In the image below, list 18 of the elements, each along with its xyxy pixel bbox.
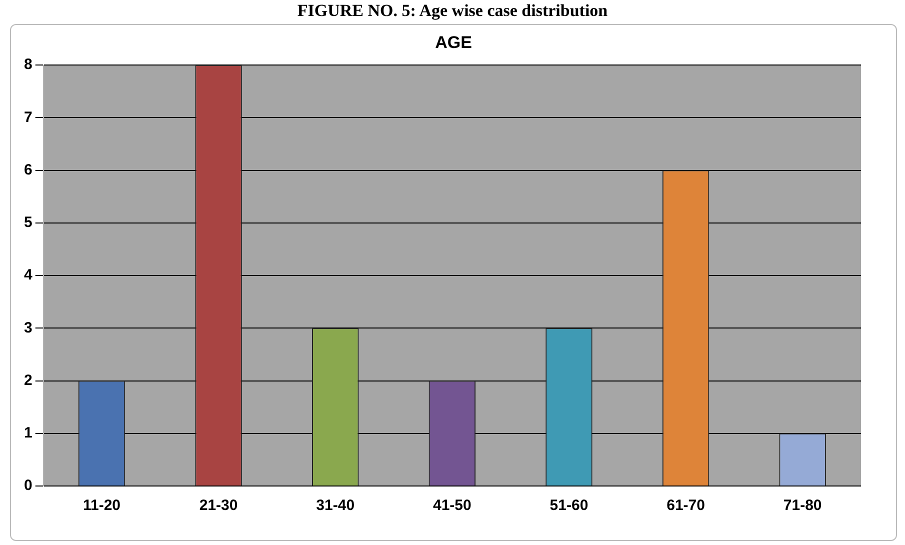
x-tick-label: 61-70 (666, 497, 705, 514)
x-tick-label: 31-40 (316, 497, 355, 514)
y-tick-label: 5 (24, 214, 32, 232)
x-tick-label: 41-50 (432, 497, 472, 514)
y-tick-label: 0 (24, 477, 32, 494)
y-tick-label: 7 (24, 108, 32, 126)
y-tick-label: 8 (24, 56, 32, 74)
y-tick-label: 1 (24, 424, 32, 442)
y-tick-label: 3 (24, 319, 32, 336)
y-tick-label: 4 (24, 266, 33, 284)
x-tick-label: 11-20 (82, 497, 121, 514)
y-tick-label: 2 (24, 372, 32, 389)
chart-subtitle: AGE (434, 33, 473, 53)
x-tick-label: 71-80 (783, 497, 822, 514)
x-tick-label: 21-30 (199, 497, 238, 514)
x-tick-label: 51-60 (550, 497, 588, 514)
y-tick-label: 6 (24, 161, 32, 178)
chart-title: FIGURE NO. 5: Age wise case distribution (296, 0, 609, 22)
